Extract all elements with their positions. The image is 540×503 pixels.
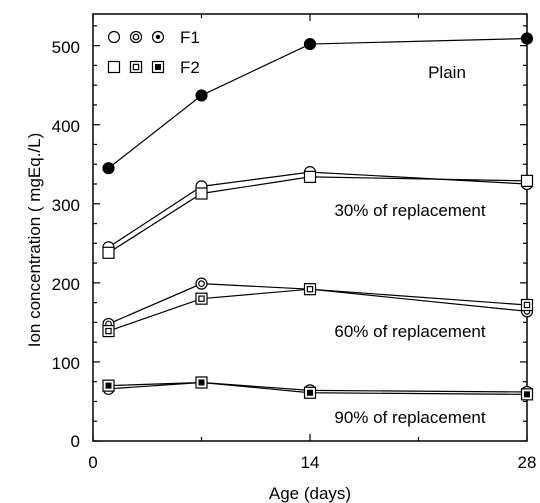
data-point-60pct-f2-day7 — [195, 292, 208, 305]
marker-shape — [129, 30, 143, 44]
series-line-plain-f1 — [108, 37, 528, 169]
y-tick-label-0: 0 — [71, 432, 80, 451]
legend-marker-f2-filled-square — [151, 60, 165, 74]
data-point-plain-f1-day1 — [102, 162, 115, 175]
marker-shape — [520, 298, 534, 312]
annotation-plain: Plain — [428, 63, 466, 82]
marker-inner — [198, 280, 205, 288]
x-axis-label: Age (days) — [269, 484, 351, 503]
y-axis-label: Ion concentration ( mgEq./L) — [25, 133, 44, 348]
data-point-60pct-f1-day7 — [195, 277, 208, 290]
marker-shape — [520, 174, 534, 187]
x-tick-label-28: 28 — [518, 453, 537, 472]
marker-inner — [523, 301, 531, 309]
marker-inner — [105, 327, 112, 335]
marker-inner — [524, 391, 530, 398]
marker-inner — [155, 64, 161, 70]
series-line-90pct-f2 — [108, 381, 528, 395]
legend-label-f1: F1 — [180, 28, 200, 47]
marker-inner — [307, 389, 313, 396]
annotation-30-percent: 30% of replacement — [334, 201, 485, 220]
series-line-30pct-f2 — [108, 176, 528, 254]
legend: F1 F2 — [107, 28, 200, 77]
data-point-60pct-f2-day28 — [520, 298, 534, 312]
marker-inner — [132, 63, 140, 71]
marker-inner — [132, 33, 140, 41]
marker-shape — [195, 292, 208, 305]
data-point-90pct-f2-day1 — [102, 379, 115, 392]
data-point-60pct-f2-day14 — [303, 283, 317, 296]
marker-shape — [303, 37, 317, 51]
data-point-plain-f1-day28 — [520, 32, 534, 45]
marker-inner — [155, 34, 161, 40]
series-line-60pct-f1 — [108, 283, 528, 325]
marker-shape — [195, 89, 208, 102]
series-layer — [102, 32, 534, 401]
data-point-90pct-f2-day28 — [520, 388, 534, 401]
legend-marker-f2-double-square — [129, 60, 143, 74]
series-line-30pct-f1 — [108, 171, 528, 248]
marker-shape — [195, 277, 208, 290]
legend-marker-f1-dot-circle — [151, 30, 165, 44]
tick-labels: 0 100 200 300 400 500 0 14 28 — [52, 38, 537, 472]
x-tick-label-0: 0 — [88, 453, 97, 472]
x-tick-label-14: 14 — [301, 453, 320, 472]
marker-inner — [306, 285, 314, 293]
y-tick-label-200: 200 — [52, 275, 80, 294]
marker-inner — [105, 382, 112, 389]
marker-shape — [102, 246, 115, 259]
marker-shape — [303, 283, 317, 296]
marker-shape — [520, 32, 534, 45]
marker-inner — [198, 295, 205, 302]
marker-shape — [107, 30, 121, 44]
y-tick-label-300: 300 — [52, 196, 80, 215]
data-point-60pct-f2-day1 — [102, 324, 115, 338]
marker-shape — [129, 60, 143, 74]
data-point-90pct-f2-day7 — [195, 376, 208, 389]
data-point-plain-f1-day7 — [195, 89, 208, 102]
y-tick-label-400: 400 — [52, 117, 80, 136]
data-point-30pct-f2-day14 — [303, 170, 317, 183]
annotation-90-percent: 90% of replacement — [334, 408, 485, 427]
data-point-plain-f1-day14 — [303, 37, 317, 51]
legend-label-f2: F2 — [180, 58, 200, 77]
marker-shape — [102, 162, 115, 175]
marker-shape — [107, 60, 121, 74]
marker-shape — [303, 170, 317, 183]
series-line-90pct-f1 — [108, 381, 528, 393]
y-tick-label-500: 500 — [52, 38, 80, 57]
marker-shape — [102, 324, 115, 338]
data-point-30pct-f2-day7 — [195, 187, 208, 200]
legend-marker-f1-double-circle — [129, 30, 143, 44]
legend-marker-f2-open-square — [107, 60, 121, 74]
legend-marker-f1-open-circle — [107, 30, 121, 44]
annotation-60-percent: 60% of replacement — [334, 322, 485, 341]
y-tick-label-100: 100 — [52, 354, 80, 373]
series-line-60pct-f2 — [108, 288, 528, 332]
data-point-90pct-f2-day14 — [303, 386, 317, 399]
data-point-30pct-f2-day28 — [520, 174, 534, 187]
marker-inner — [198, 379, 205, 386]
marker-shape — [195, 187, 208, 200]
data-point-30pct-f2-day1 — [102, 246, 115, 259]
